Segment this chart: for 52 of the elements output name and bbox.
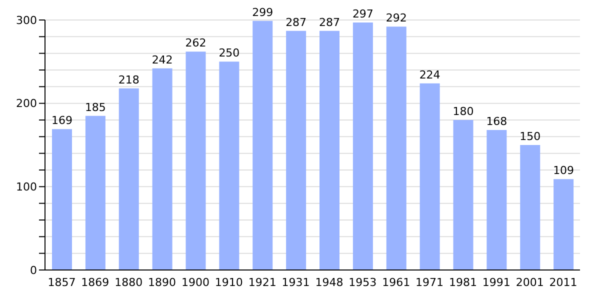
x-tick-label: 2011 [549, 276, 578, 289]
bar [352, 22, 373, 270]
x-tick-label: 1910 [214, 276, 243, 289]
bar [554, 179, 574, 270]
data-label: 262 [185, 36, 206, 50]
bar [320, 30, 340, 270]
x-tick-label: 1953 [348, 276, 377, 289]
data-label: 287 [319, 16, 340, 29]
bar [386, 26, 406, 270]
data-label: 180 [452, 105, 474, 118]
y-tick-label: 0 [30, 264, 37, 277]
data-label: 299 [252, 6, 274, 19]
data-label: 242 [152, 53, 173, 66]
data-label: 292 [386, 12, 407, 25]
data-label: 218 [118, 73, 140, 86]
bar [186, 52, 206, 270]
x-tick-label: 1971 [416, 276, 444, 289]
x-tick-label: 1880 [114, 276, 143, 289]
data-label: 297 [352, 8, 374, 20]
bar [118, 88, 139, 270]
bar [486, 130, 507, 270]
x-tick-label: 1890 [148, 276, 176, 289]
x-tick-label: 2001 [516, 276, 544, 289]
x-tick-label: 1991 [482, 276, 510, 289]
x-tick-label: 1900 [181, 276, 210, 289]
x-tick-label: 1857 [48, 276, 76, 289]
data-label: 224 [419, 68, 440, 82]
bar [219, 62, 240, 270]
x-tick-label: 1869 [81, 276, 110, 289]
bar [85, 116, 106, 270]
x-tick-label: 1948 [315, 276, 344, 289]
bar [252, 20, 273, 270]
x-tick-label: 1981 [448, 276, 477, 289]
data-label: 287 [286, 16, 307, 29]
bar [520, 145, 540, 270]
y-tick-label: 100 [16, 180, 37, 194]
bar [286, 30, 306, 270]
x-tick-label: 1921 [248, 276, 276, 289]
x-tick-label: 1961 [382, 276, 410, 289]
x-tick-label: 1931 [282, 276, 310, 289]
data-label: 185 [84, 100, 106, 114]
bar [52, 129, 72, 270]
data-label: 168 [486, 115, 508, 128]
data-label: 109 [553, 164, 574, 178]
bar [152, 68, 172, 270]
bar [453, 120, 474, 270]
data-label: 169 [52, 114, 72, 128]
y-tick-label: 200 [16, 97, 37, 110]
data-label: 150 [520, 130, 541, 143]
bar [420, 83, 440, 270]
data-label: 250 [218, 46, 240, 60]
y-tick-label: 300 [16, 14, 37, 27]
